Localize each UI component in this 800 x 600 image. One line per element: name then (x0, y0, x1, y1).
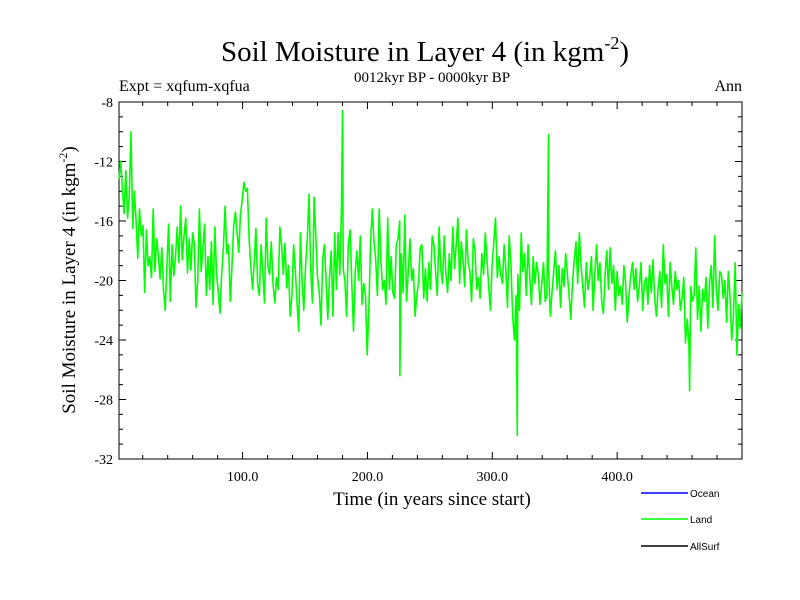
y-axis-label: Soil Moisture in Layer 4 (in kgm-2) (56, 146, 80, 414)
y-tick-label: -12 (94, 156, 113, 171)
y-tick-label: -32 (94, 453, 113, 468)
legend-label-land: Land (690, 515, 712, 526)
season-label: Ann (714, 78, 742, 95)
experiment-label: Expt = xqfum-xqfua (119, 78, 250, 95)
x-tick-label: 400.0 (601, 470, 633, 485)
y-tick-label: -28 (94, 394, 113, 409)
x-tick-label: 100.0 (227, 470, 259, 485)
land-series-line (118, 110, 743, 436)
y-tick-label: -20 (94, 275, 113, 290)
y-tick-label: -24 (94, 334, 113, 349)
y-axis-label-superscript: -2 (56, 153, 70, 163)
x-tick-label: 300.0 (477, 470, 509, 485)
y-tick-label: -8 (101, 96, 113, 111)
y-tick-label: -16 (94, 215, 113, 230)
legend-label-allsurf: AllSurf (690, 542, 720, 553)
chart-title: Soil Moisture in Layer 4 (in kgm-2) (221, 33, 629, 68)
legend: Ocean Land AllSurf (641, 489, 720, 553)
chart-title-superscript: -2 (604, 33, 619, 53)
axis-tick-labels: -8 -12 -16 -20 -24 -28 -32 100.0 200.0 300.0 400.0 (94, 96, 633, 485)
x-axis-label: Time (in years since start) (333, 489, 531, 510)
legend-label-ocean: Ocean (690, 489, 719, 500)
chart-subtitle: 0012kyr BP - 0000kyr BP (354, 70, 510, 86)
y-axis-label-close: ) (59, 146, 80, 152)
x-tick-label: 200.0 (352, 470, 384, 485)
chart-title-close: ) (619, 36, 629, 68)
axis-ticks (119, 101, 742, 460)
